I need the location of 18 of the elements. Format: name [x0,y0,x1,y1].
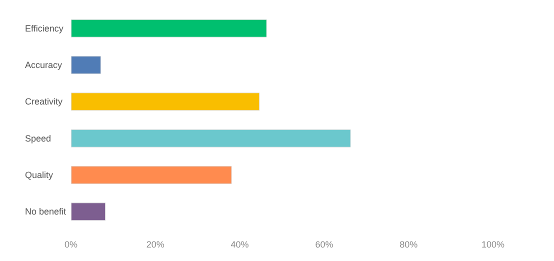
y-tick-label: Accuracy [25,60,63,70]
x-tick-label: 100% [481,240,505,250]
y-tick-label: Creativity [25,96,64,107]
y-tick-label: Quality [25,170,54,180]
bar [71,166,232,184]
x-tick-label: 40% [230,240,249,250]
x-tick-label: 20% [146,240,164,250]
bar [71,19,267,38]
y-tick-label: Efficiency [25,23,64,34]
y-tick-label: No benefit [25,206,67,217]
bar [71,92,260,111]
x-tick-label: 60% [315,240,334,250]
x-tick-label: 80% [400,240,418,250]
bar [71,202,106,221]
x-tick-label: 0% [64,240,78,250]
y-tick-label: Speed [25,133,52,144]
bar [71,129,351,148]
bar [71,56,101,74]
